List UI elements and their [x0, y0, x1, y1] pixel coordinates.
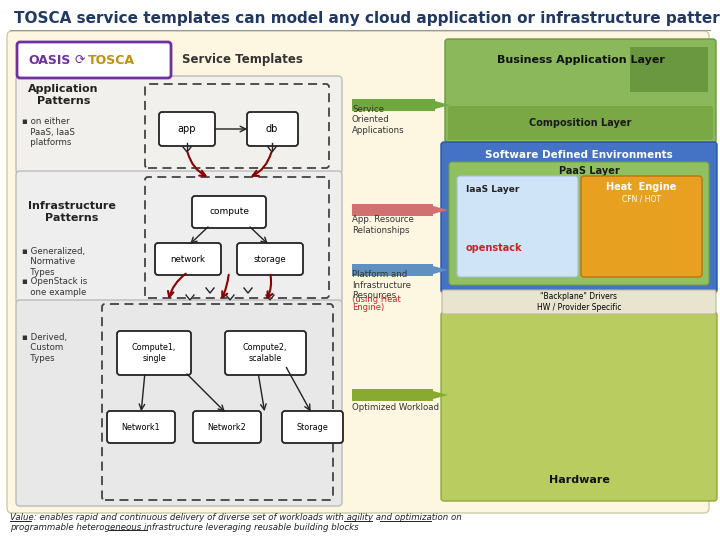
FancyBboxPatch shape: [225, 331, 306, 375]
Polygon shape: [352, 264, 448, 276]
FancyBboxPatch shape: [159, 112, 215, 146]
Text: Software Defined Environments: Software Defined Environments: [485, 150, 673, 160]
FancyBboxPatch shape: [16, 300, 342, 506]
Text: Service Templates: Service Templates: [182, 53, 303, 66]
Text: CFN / HOT: CFN / HOT: [621, 194, 660, 204]
FancyBboxPatch shape: [117, 331, 191, 375]
Text: ⟳: ⟳: [75, 53, 86, 66]
Text: Platform and
Infrastructure
Resources: Platform and Infrastructure Resources: [352, 270, 411, 300]
Text: (using Heat: (using Heat: [352, 295, 401, 305]
FancyBboxPatch shape: [7, 31, 709, 513]
FancyBboxPatch shape: [441, 142, 717, 293]
Text: TOSCA: TOSCA: [88, 53, 135, 66]
Text: Compute1,
single: Compute1, single: [132, 343, 176, 363]
Text: Value: enables rapid and continuous delivery of diverse set of workloads with ag: Value: enables rapid and continuous deli…: [10, 514, 462, 523]
Text: IaaS Layer: IaaS Layer: [466, 185, 519, 193]
FancyBboxPatch shape: [449, 162, 709, 285]
Text: Network2: Network2: [207, 422, 246, 431]
FancyBboxPatch shape: [457, 176, 578, 277]
Text: db: db: [266, 124, 278, 134]
FancyBboxPatch shape: [16, 171, 342, 304]
Bar: [630, 47, 708, 92]
Text: app: app: [178, 124, 197, 134]
Text: ▪ Generalized,
   Normative
   Types: ▪ Generalized, Normative Types: [22, 247, 85, 277]
Text: Infrastructure
Patterns: Infrastructure Patterns: [28, 201, 116, 223]
Text: compute: compute: [209, 207, 249, 217]
Text: Optimized Workload: Optimized Workload: [352, 403, 439, 413]
Polygon shape: [352, 99, 450, 111]
FancyBboxPatch shape: [445, 39, 716, 143]
Text: Network1: Network1: [122, 422, 161, 431]
FancyBboxPatch shape: [107, 411, 175, 443]
Text: PaaS Layer: PaaS Layer: [559, 166, 620, 176]
Text: Composition Layer: Composition Layer: [529, 118, 631, 128]
FancyBboxPatch shape: [16, 76, 342, 174]
Text: ▪ on either
   PaaS, IaaS
   platforms: ▪ on either PaaS, IaaS platforms: [22, 117, 75, 147]
FancyBboxPatch shape: [17, 42, 171, 78]
FancyBboxPatch shape: [193, 411, 261, 443]
Text: Storage: Storage: [296, 422, 328, 431]
FancyBboxPatch shape: [247, 112, 298, 146]
Text: Hardware: Hardware: [549, 475, 609, 485]
Polygon shape: [352, 204, 448, 216]
FancyBboxPatch shape: [155, 243, 221, 275]
FancyBboxPatch shape: [282, 411, 343, 443]
Text: Business Application Layer: Business Application Layer: [497, 55, 665, 65]
Text: network: network: [171, 254, 205, 264]
FancyBboxPatch shape: [581, 176, 702, 277]
FancyBboxPatch shape: [441, 312, 717, 501]
Text: openstack: openstack: [466, 243, 523, 253]
Text: programmable heterogeneous infrastructure leveraging reusable building blocks: programmable heterogeneous infrastructur…: [10, 523, 359, 531]
Text: Application
Patterns: Application Patterns: [28, 84, 99, 106]
Text: "Backplane" Drivers
HW / Provider Specific: "Backplane" Drivers HW / Provider Specif…: [536, 292, 621, 312]
Text: storage: storage: [253, 254, 287, 264]
FancyBboxPatch shape: [442, 290, 716, 314]
Text: Heat  Engine: Heat Engine: [606, 182, 676, 192]
FancyBboxPatch shape: [192, 196, 266, 228]
Text: App. Resource
Relationships: App. Resource Relationships: [352, 215, 414, 235]
Text: TOSCA service templates can model any cloud application or infrastructure patter: TOSCA service templates can model any cl…: [14, 10, 720, 25]
FancyBboxPatch shape: [448, 106, 713, 140]
Polygon shape: [352, 389, 448, 401]
Text: ▪ Derived,
   Custom
   Types: ▪ Derived, Custom Types: [22, 333, 67, 363]
Text: ▪ OpenStack is
   one example: ▪ OpenStack is one example: [22, 278, 87, 296]
Text: Engine): Engine): [352, 303, 384, 313]
FancyBboxPatch shape: [237, 243, 303, 275]
Text: Service
Oriented
Applications: Service Oriented Applications: [352, 105, 405, 135]
Text: Compute2,
scalable: Compute2, scalable: [243, 343, 287, 363]
Text: OASIS: OASIS: [28, 53, 71, 66]
